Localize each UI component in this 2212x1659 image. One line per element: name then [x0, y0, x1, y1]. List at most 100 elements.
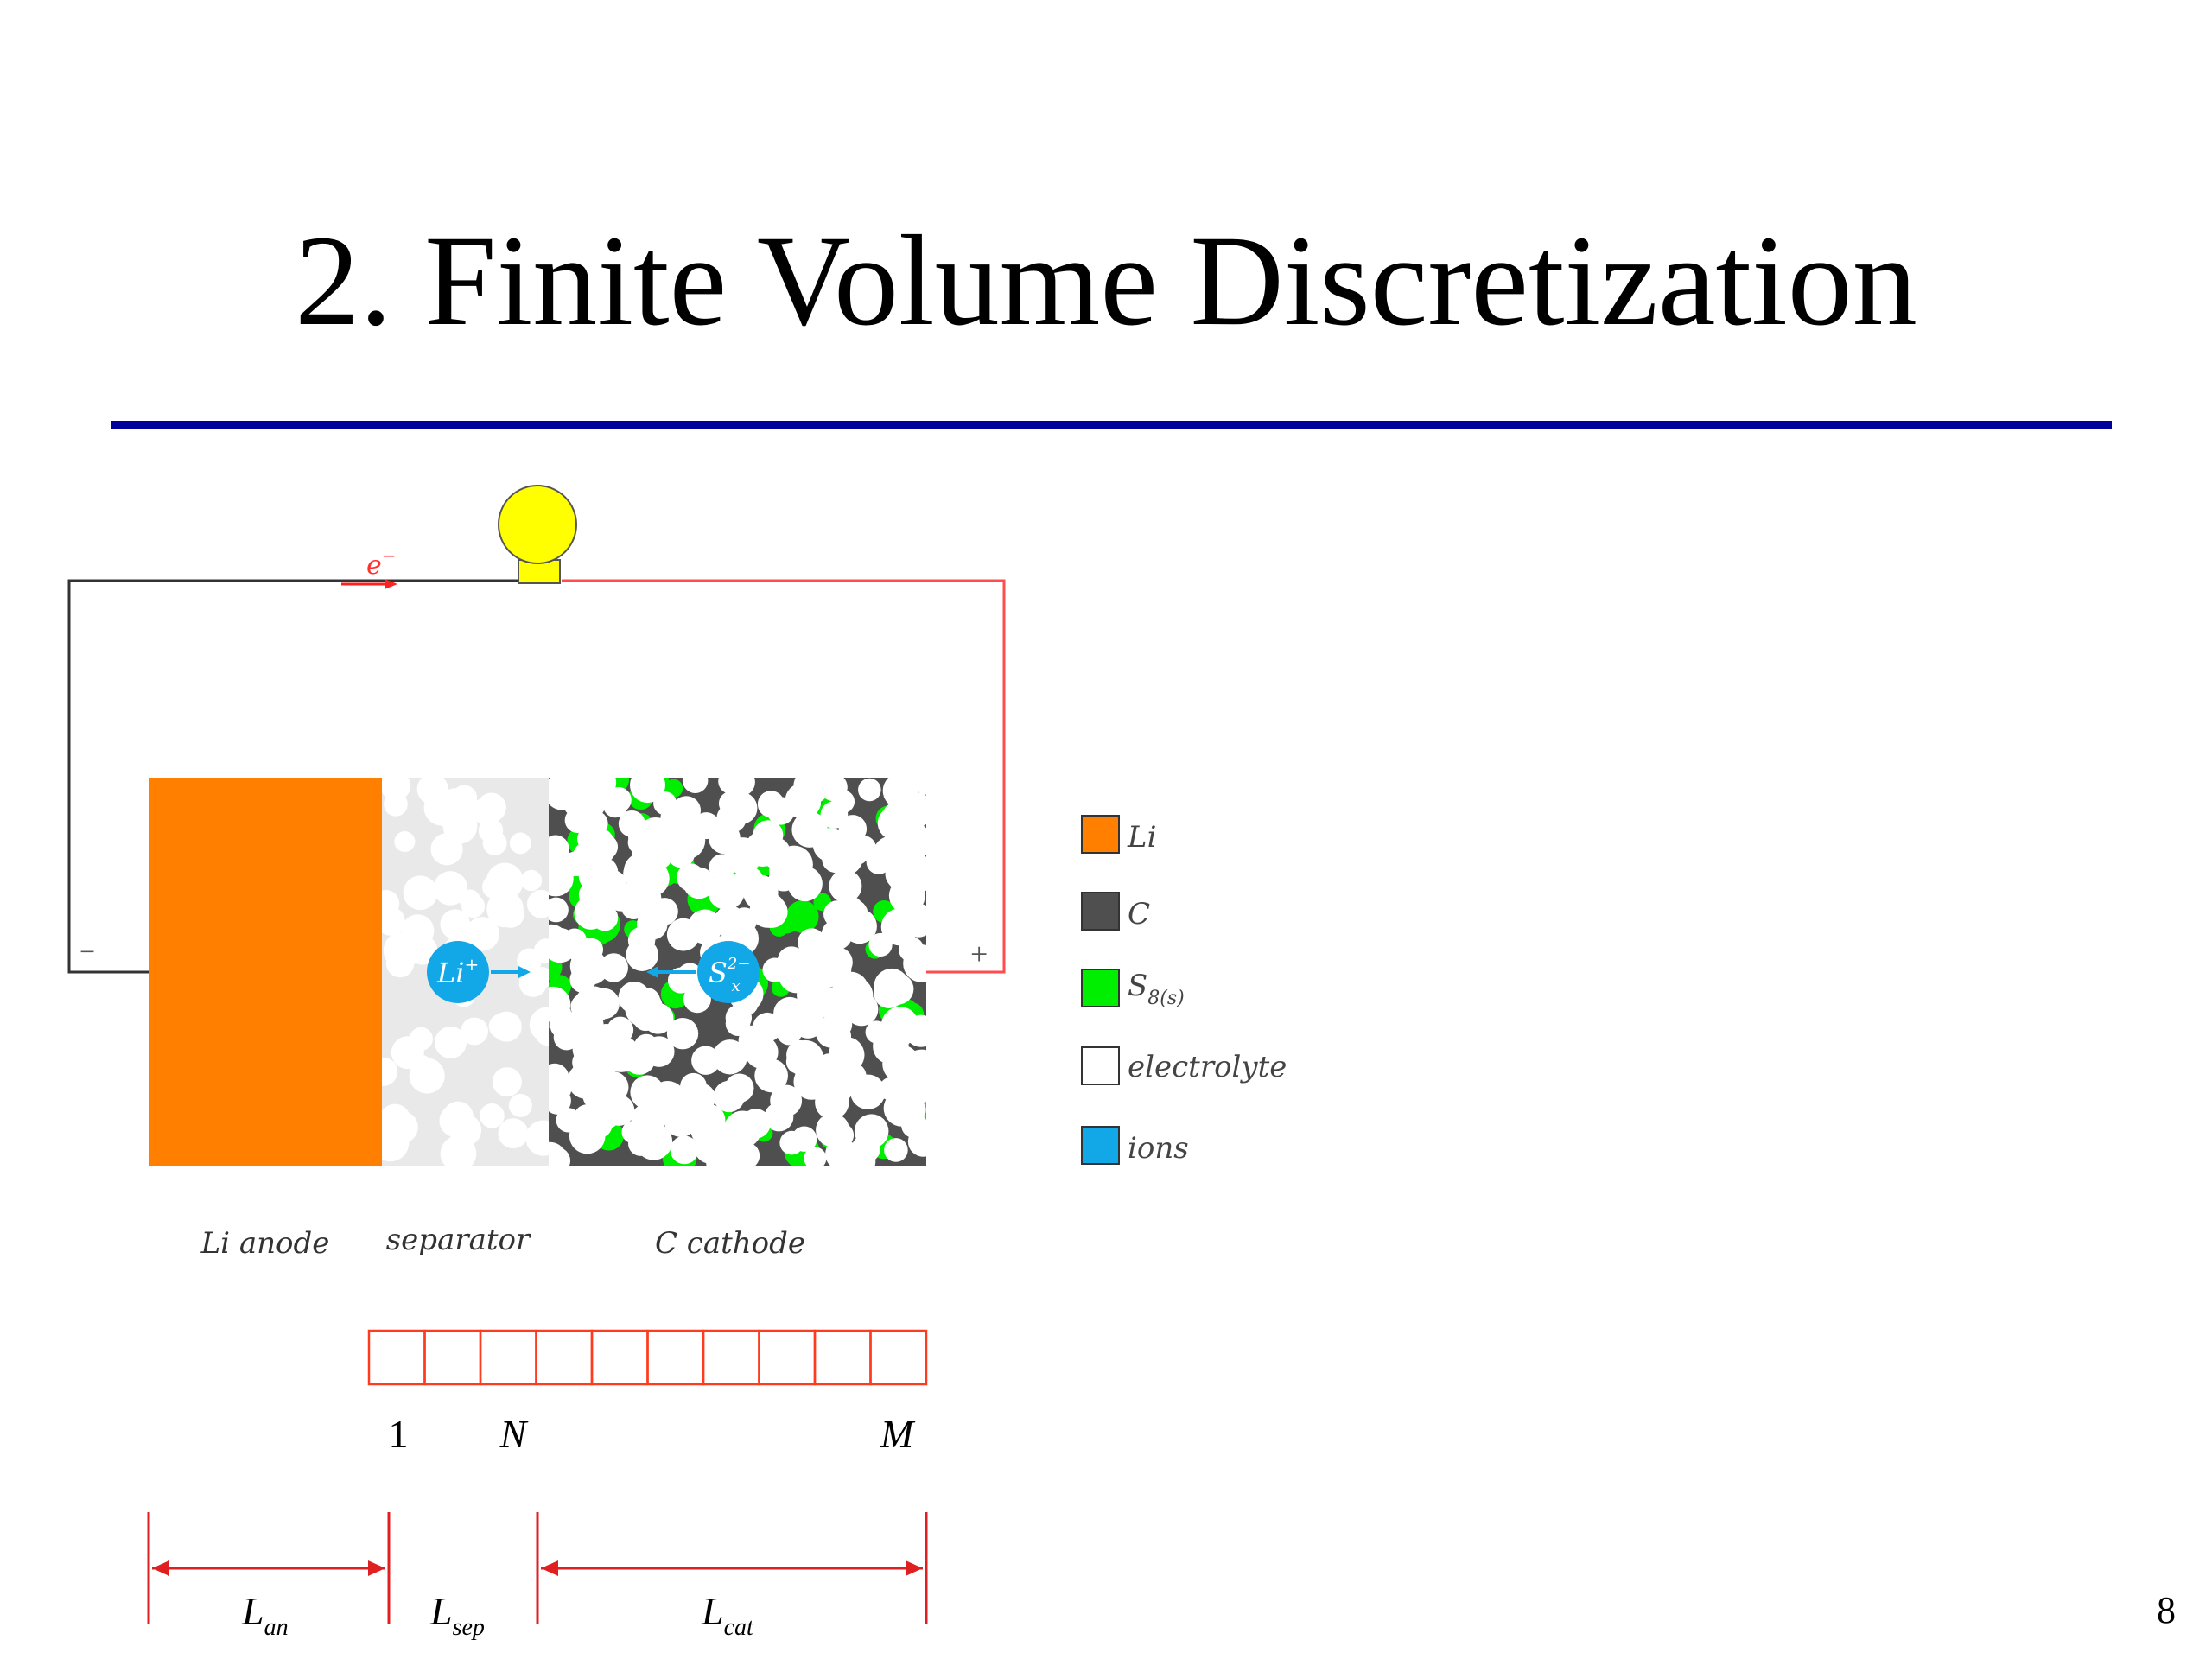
- minus-terminal-label: −: [79, 936, 95, 967]
- electrolyte-pore: [779, 1130, 804, 1155]
- slide-title: 2. Finite Volume Discretization: [295, 209, 1917, 353]
- electrolyte-pore: [632, 987, 661, 1015]
- electrolyte-pore: [858, 778, 881, 802]
- electrolyte-pore: [884, 1138, 908, 1162]
- separator-particles: [382, 778, 549, 1166]
- electrolyte-pore: [636, 909, 668, 940]
- li-ion: [427, 941, 489, 1003]
- separator-particle: [488, 1013, 515, 1039]
- electrolyte-pore: [793, 1064, 830, 1100]
- electrolyte-pore: [829, 869, 862, 903]
- electrolyte-pore: [798, 928, 826, 957]
- grid-cell: [646, 1329, 705, 1386]
- legend-swatch-sulfur: [1081, 969, 1120, 1007]
- dim-arrow-anode-left: [152, 1560, 169, 1576]
- cathode-label: C cathode: [655, 1226, 805, 1261]
- electrolyte-pore: [762, 957, 787, 982]
- electrolyte-pore: [549, 986, 571, 1022]
- legend-label-sulfur: S8(s): [1128, 969, 1185, 1009]
- electrolyte-pore: [766, 797, 795, 825]
- electrolyte-pore: [713, 1080, 745, 1113]
- separator-particle: [492, 1067, 522, 1097]
- electrolyte-pore: [861, 1079, 886, 1103]
- electrolyte-pore: [854, 1114, 889, 1148]
- bulb-icon: [498, 485, 577, 564]
- grid-cell: [535, 1329, 594, 1386]
- separator-particle: [482, 830, 507, 855]
- electrolyte-pore: [882, 973, 914, 1005]
- electrolyte-pore: [882, 778, 918, 809]
- electrolyte-pore: [706, 1150, 731, 1166]
- electrolyte-pore: [712, 1039, 747, 1075]
- electrolyte-pore: [826, 995, 851, 1021]
- electrolyte-pore: [606, 786, 632, 813]
- grid-cell: [869, 1329, 928, 1386]
- separator-particle: [440, 1135, 477, 1166]
- separator-particle: [391, 1036, 424, 1070]
- grid-label-n: N: [499, 1412, 529, 1456]
- grid-label-m: M: [880, 1412, 916, 1456]
- electrolyte-pore: [621, 1121, 645, 1144]
- electrolyte-pore: [879, 1077, 903, 1101]
- electrolyte-pore: [592, 1024, 621, 1052]
- electrolyte-pore: [899, 823, 926, 855]
- electrolyte-pore: [757, 1064, 785, 1092]
- electrolyte-pore: [786, 1039, 816, 1070]
- electrolyte-pore: [825, 837, 863, 876]
- electrolyte-pore: [637, 817, 674, 854]
- grid-cell: [367, 1329, 426, 1386]
- electrolyte-pore: [720, 914, 748, 944]
- separator-particle: [433, 871, 468, 906]
- electrolyte-pore: [588, 829, 613, 854]
- separator-particle: [401, 914, 435, 947]
- electrolyte-pore: [666, 918, 700, 951]
- grid-cell: [702, 1329, 760, 1386]
- separator-particle: [409, 1058, 445, 1094]
- electrolyte-pore: [791, 1005, 825, 1039]
- electrolyte-pore: [562, 782, 599, 819]
- separator-particle: [480, 1103, 505, 1128]
- electron-label: e−: [366, 545, 397, 581]
- electrolyte-pore: [632, 860, 670, 897]
- electrolyte-pore: [683, 985, 711, 1014]
- electrolyte-pore: [549, 926, 563, 955]
- electrolyte-pore: [682, 778, 709, 793]
- positive-wire: [562, 579, 1006, 974]
- legend-label-c: C: [1128, 897, 1150, 931]
- electrolyte-pore: [907, 945, 926, 969]
- electrolyte-pore: [759, 836, 791, 868]
- separator-particle: [498, 1118, 529, 1149]
- legend-swatch-c: [1081, 892, 1120, 931]
- legend-label-ions: ions: [1128, 1131, 1189, 1166]
- electrolyte-pore: [741, 1109, 771, 1139]
- electrolyte-pore: [903, 1098, 926, 1122]
- electrolyte-pore: [692, 812, 720, 840]
- grid-cell: [479, 1329, 537, 1386]
- separator-label: separator: [386, 1223, 531, 1257]
- grid-cell: [758, 1329, 817, 1386]
- electrolyte-pore: [907, 1126, 926, 1157]
- separator-particle: [385, 949, 415, 978]
- grid-label-first: 1: [389, 1412, 409, 1456]
- electrolyte-pore: [575, 951, 609, 985]
- grid-cell: [813, 1329, 872, 1386]
- polysulfide-ion-arrow-head: [646, 966, 658, 978]
- electrolyte-pore: [733, 1142, 760, 1166]
- electrolyte-pore: [630, 1075, 664, 1109]
- electrolyte-pore: [677, 963, 703, 990]
- electrolyte-pore: [905, 1014, 926, 1047]
- legend-swatch-li: [1081, 815, 1120, 854]
- electrolyte-pore: [556, 1108, 581, 1133]
- separator-particle: [520, 869, 543, 892]
- legend-label-li: Li: [1127, 820, 1156, 855]
- dim-arrow-cathode-right: [906, 1560, 923, 1576]
- electrolyte-pore: [549, 1087, 571, 1115]
- li-anode: [149, 778, 382, 1166]
- electrolyte-pore: [653, 791, 677, 816]
- electrolyte-pore: [671, 1085, 702, 1116]
- electrolyte-pore: [633, 1033, 658, 1058]
- length-anode-label: Lan: [241, 1589, 289, 1641]
- electrolyte-pore: [568, 1014, 596, 1043]
- electrolyte-pore: [733, 866, 764, 897]
